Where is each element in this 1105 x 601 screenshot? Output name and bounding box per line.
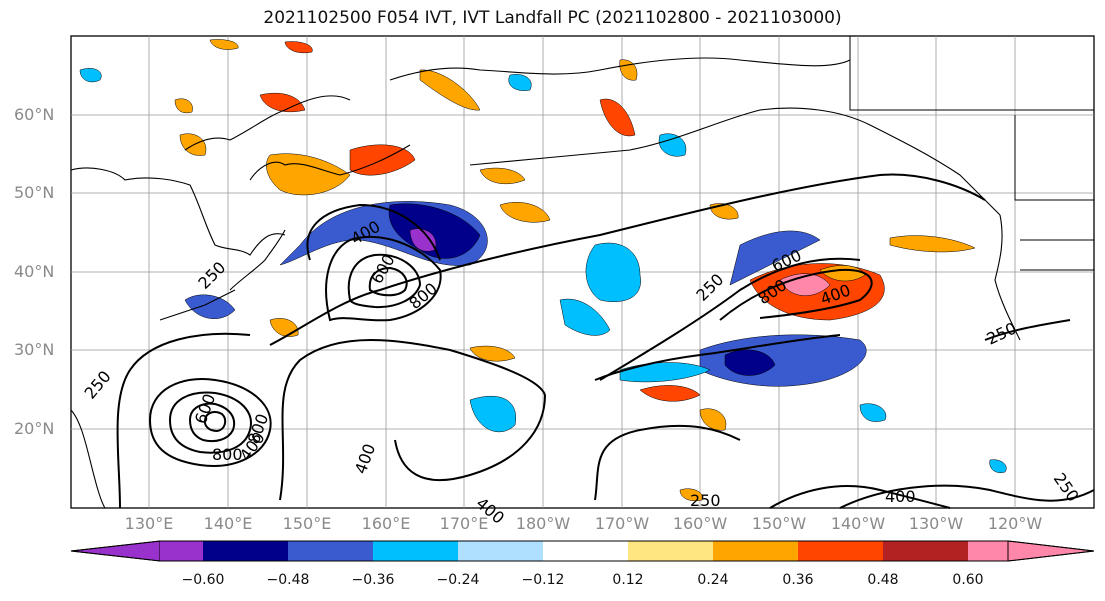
lon-label: 120°W [987, 514, 1043, 533]
lon-label: 160°E [361, 514, 411, 533]
lon-label: 170°W [594, 514, 650, 533]
lon-label: 170°E [439, 514, 489, 533]
colorbar-tick: 0.24 [697, 572, 729, 588]
map-title: 2021102500 F054 IVT, IVT Landfall PC (20… [263, 8, 842, 28]
colorbar-tick: −0.12 [521, 572, 565, 588]
contour-label: 250 [690, 491, 721, 510]
lon-label: 130°W [908, 514, 964, 533]
colorbar-tick: 0.12 [612, 572, 644, 588]
lat-label: 30°N [14, 340, 55, 359]
coastlines [70, 57, 1021, 509]
colorbar-tick: 0.48 [867, 572, 899, 588]
lon-label: 150°W [751, 514, 807, 533]
borders [849, 36, 1094, 271]
colorbar-tick: −0.48 [266, 572, 310, 588]
lon-label: 140°E [203, 514, 253, 533]
colorbar-tick: −0.36 [351, 572, 395, 588]
contour-label: 400 [885, 487, 916, 506]
lon-label: 130°E [124, 514, 174, 533]
colorbar-tick: −0.60 [181, 572, 225, 588]
lat-label: 40°N [14, 262, 55, 281]
ivt-contours [116, 173, 1095, 509]
lon-label: 150°E [282, 514, 332, 533]
lon-label: 180°W [515, 514, 571, 533]
colorbar-tick: 0.60 [952, 572, 984, 588]
lat-label: 20°N [14, 419, 55, 438]
graticule [71, 36, 1094, 508]
lon-label: 140°W [830, 514, 886, 533]
lat-label: 50°N [14, 183, 55, 202]
lon-label: 160°W [672, 514, 728, 533]
contour-label: 800 [212, 445, 243, 464]
colorbar [70, 540, 1095, 562]
colorbar-tick: 0.36 [782, 572, 814, 588]
lat-label: 60°N [14, 105, 55, 124]
colorbar-tick: −0.24 [436, 572, 480, 588]
